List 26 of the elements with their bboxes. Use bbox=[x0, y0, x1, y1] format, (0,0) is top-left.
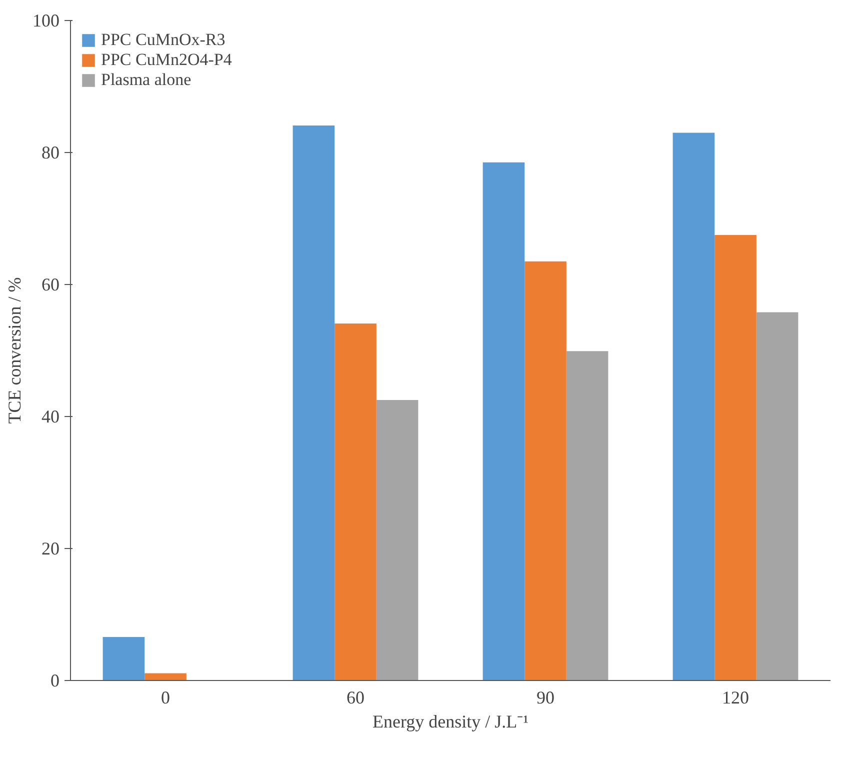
bar bbox=[376, 400, 418, 680]
y-tick-label: 20 bbox=[42, 538, 60, 558]
bar bbox=[334, 323, 376, 680]
bar bbox=[524, 261, 566, 680]
y-tick-label: 80 bbox=[42, 142, 60, 162]
bar bbox=[144, 673, 186, 680]
bar bbox=[292, 125, 335, 680]
y-tick-label: 0 bbox=[50, 670, 60, 690]
y-tick-label: 40 bbox=[42, 406, 60, 426]
legend-label: PPC CuMn2O4-P4 bbox=[101, 50, 232, 70]
bar bbox=[756, 312, 798, 680]
bar bbox=[482, 162, 525, 680]
x-tick-label: 0 bbox=[161, 688, 170, 708]
legend-label: PPC CuMnOx-R3 bbox=[101, 30, 226, 50]
bar bbox=[102, 636, 145, 680]
x-tick-label: 120 bbox=[722, 688, 749, 708]
x-tick-label: 60 bbox=[346, 688, 364, 708]
bar bbox=[672, 132, 715, 680]
x-axis-title: Energy density / J.L⁻¹ bbox=[372, 712, 529, 732]
y-axis-title: TCE conversion / % bbox=[4, 277, 24, 424]
y-tick-label: 60 bbox=[42, 274, 60, 294]
x-tick-label: 90 bbox=[536, 688, 554, 708]
y-tick-label: 100 bbox=[32, 10, 60, 30]
legend-label: Plasma alone bbox=[101, 70, 192, 90]
bar bbox=[714, 235, 756, 680]
bar bbox=[566, 351, 608, 680]
